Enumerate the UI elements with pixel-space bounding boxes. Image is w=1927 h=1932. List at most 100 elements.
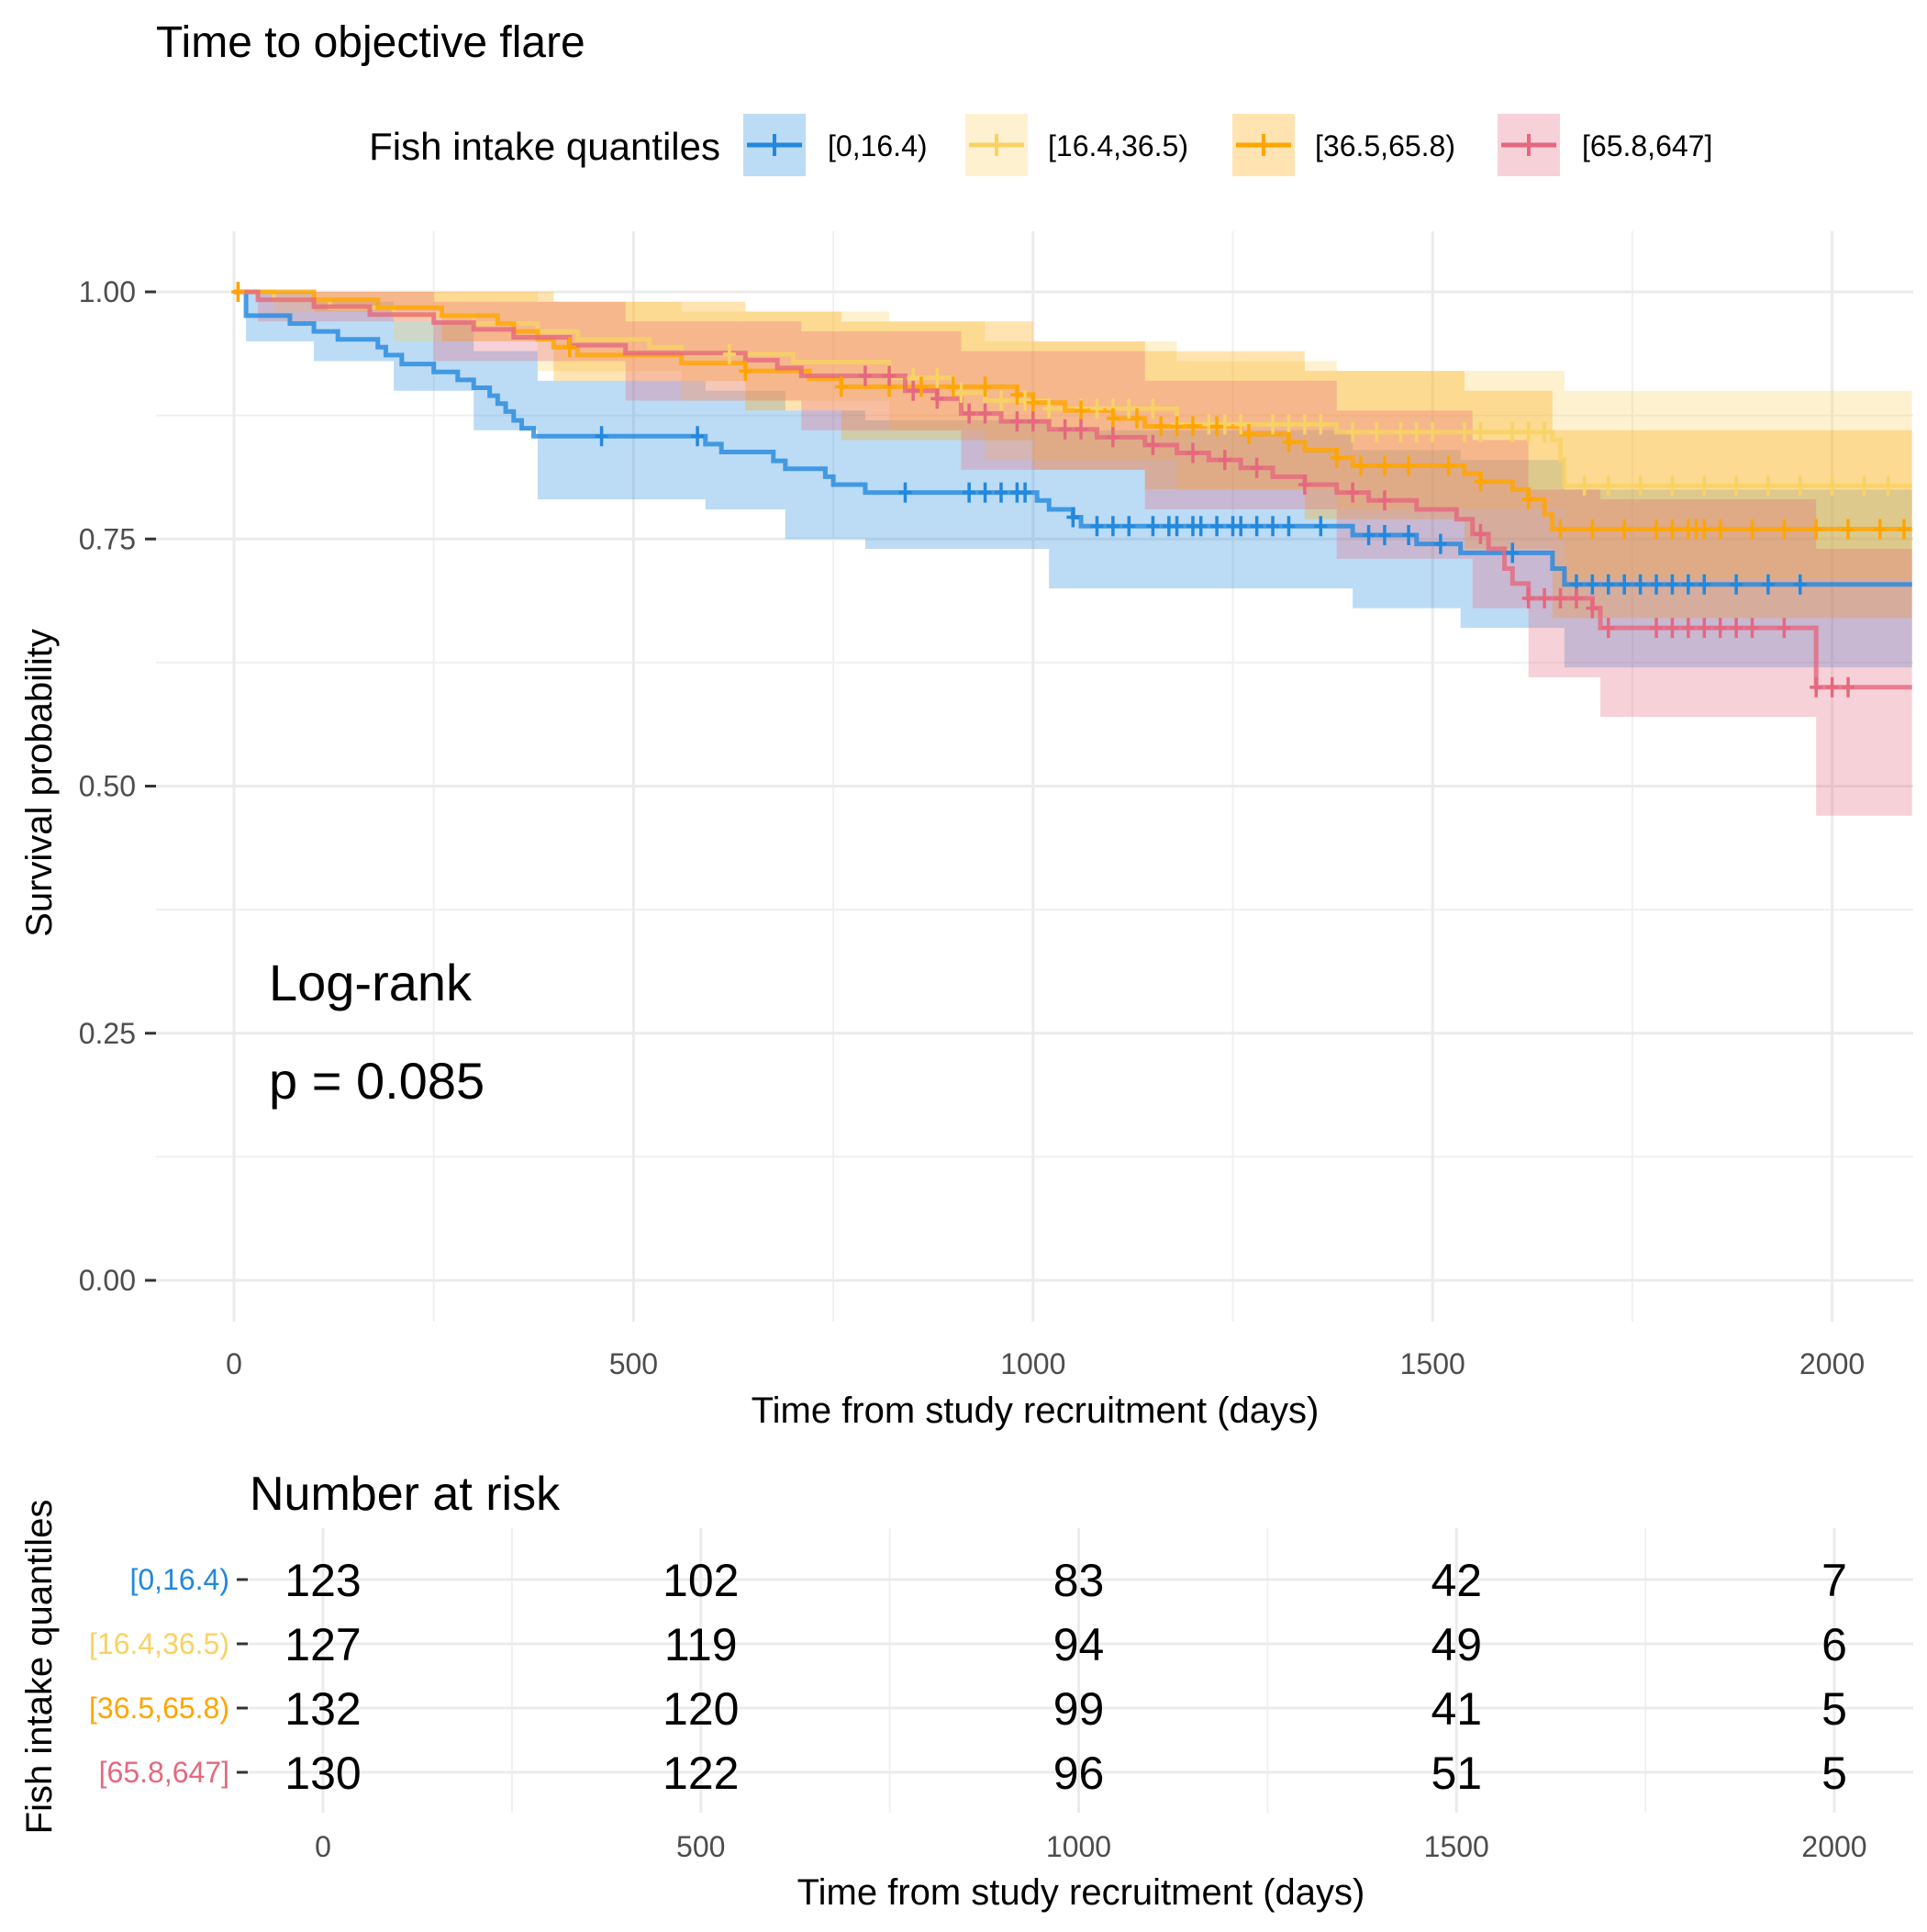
censor-mark xyxy=(1521,489,1535,510)
censor-mark xyxy=(1210,516,1224,537)
km-censor-marks xyxy=(231,282,1910,698)
censor-mark xyxy=(1842,519,1855,540)
censor-mark xyxy=(1370,421,1384,442)
censor-mark xyxy=(1146,516,1160,537)
censor-mark xyxy=(1825,676,1839,698)
legend-label: [0,16.4) xyxy=(828,129,928,162)
censor-mark xyxy=(1569,587,1583,609)
censor-mark xyxy=(1698,475,1711,497)
risk-table-y-axis-label: Fish intake quantiles xyxy=(19,1500,60,1835)
legend-item-0: [0,16.4) xyxy=(743,114,928,176)
censor-mark xyxy=(739,361,752,382)
x-axis: 0 500 1000 1500 2000 xyxy=(226,1347,1865,1380)
censor-mark xyxy=(1075,419,1088,440)
censor-mark xyxy=(1346,482,1360,503)
censor-mark xyxy=(1353,455,1367,476)
censor-mark xyxy=(914,376,928,397)
censor-mark xyxy=(1586,519,1599,540)
censor-mark xyxy=(1194,516,1208,537)
y-axis: 0.00 0.25 0.50 0.75 1.00 xyxy=(79,275,156,1297)
censor-mark xyxy=(1474,421,1487,442)
censor-mark xyxy=(1433,533,1447,554)
censor-mark xyxy=(1897,519,1910,540)
censor-mark xyxy=(1730,574,1743,595)
censor-mark xyxy=(1745,519,1759,540)
risk-count: 102 xyxy=(663,1555,739,1606)
censor-mark xyxy=(1601,574,1615,595)
censor-mark xyxy=(834,376,848,397)
censor-mark xyxy=(1474,471,1487,492)
risk-count: 132 xyxy=(284,1683,361,1735)
censor-mark xyxy=(563,337,576,358)
risk-row-label: [0,16.4) xyxy=(129,1563,229,1596)
risk-count: 6 xyxy=(1821,1619,1847,1670)
censor-mark xyxy=(1633,574,1647,595)
censor-mark xyxy=(1698,618,1711,639)
censor-mark xyxy=(1857,475,1871,497)
risk-count: 120 xyxy=(663,1683,739,1735)
censor-mark xyxy=(1554,519,1567,540)
censor-mark xyxy=(1665,519,1679,540)
censor-mark xyxy=(1601,618,1615,639)
censor-mark xyxy=(1282,516,1296,537)
censor-mark xyxy=(1010,385,1024,406)
censor-mark xyxy=(1122,516,1136,537)
censor-mark xyxy=(1346,421,1360,442)
ci-band-series-2 xyxy=(234,292,1912,619)
censor-mark xyxy=(1154,416,1168,437)
legend-items: [0,16.4) [16.4,36.5) [36.5,65.8) [65.8,647] xyxy=(743,114,1712,176)
censor-mark xyxy=(1186,442,1199,463)
censor-mark xyxy=(595,426,608,447)
censor-mark xyxy=(1394,421,1408,442)
censor-mark xyxy=(994,482,1008,503)
censor-mark xyxy=(1538,587,1552,609)
censor-mark xyxy=(1090,516,1104,537)
censor-mark xyxy=(963,403,976,424)
risk-count: 96 xyxy=(1053,1748,1105,1799)
censor-mark xyxy=(1026,392,1040,413)
risk-count: 49 xyxy=(1431,1619,1482,1670)
censor-mark xyxy=(1650,618,1664,639)
censor-mark xyxy=(1266,414,1280,435)
risk-x-tick-label: 500 xyxy=(676,1830,725,1863)
legend-item-2: [36.5,65.8) xyxy=(1232,114,1455,176)
risk-count: 83 xyxy=(1053,1555,1105,1606)
censor-mark xyxy=(1131,408,1143,429)
censor-mark xyxy=(1506,542,1520,564)
censor-mark xyxy=(1377,455,1391,476)
censor-mark xyxy=(1474,523,1487,544)
logrank-pvalue: p = 0.085 xyxy=(269,1052,485,1110)
censor-mark xyxy=(994,390,1008,411)
censor-mark xyxy=(1873,519,1887,540)
censor-mark xyxy=(978,482,992,503)
censor-mark xyxy=(898,482,912,503)
x-tick-label: 1500 xyxy=(1400,1347,1465,1380)
censor-mark xyxy=(1042,398,1056,419)
censor-mark xyxy=(1106,408,1119,429)
censor-mark xyxy=(907,380,920,401)
risk-count: 123 xyxy=(284,1555,361,1606)
legend-label: [16.4,36.5) xyxy=(1048,129,1188,162)
censor-mark xyxy=(1825,475,1839,497)
censor-mark xyxy=(1170,416,1184,437)
ci-band-series-3 xyxy=(234,292,1912,816)
risk-count: 127 xyxy=(284,1619,361,1670)
censor-mark xyxy=(1066,507,1080,528)
censor-mark xyxy=(1019,482,1032,503)
censor-mark xyxy=(1234,516,1248,537)
censor-mark xyxy=(883,365,897,386)
risk-count: 7 xyxy=(1821,1555,1847,1606)
censor-mark xyxy=(1234,414,1248,435)
censor-mark xyxy=(1218,414,1231,435)
logrank-label: Log-rank xyxy=(269,954,473,1011)
censor-mark xyxy=(1698,519,1711,540)
censor-mark xyxy=(1362,524,1376,545)
legend-label: [65.8,647] xyxy=(1582,129,1712,162)
censor-mark xyxy=(1842,676,1855,698)
y-tick-label: 0.00 xyxy=(79,1264,136,1297)
censor-mark xyxy=(1538,421,1552,442)
censor-mark xyxy=(1170,516,1184,537)
censor-mark xyxy=(930,388,944,409)
